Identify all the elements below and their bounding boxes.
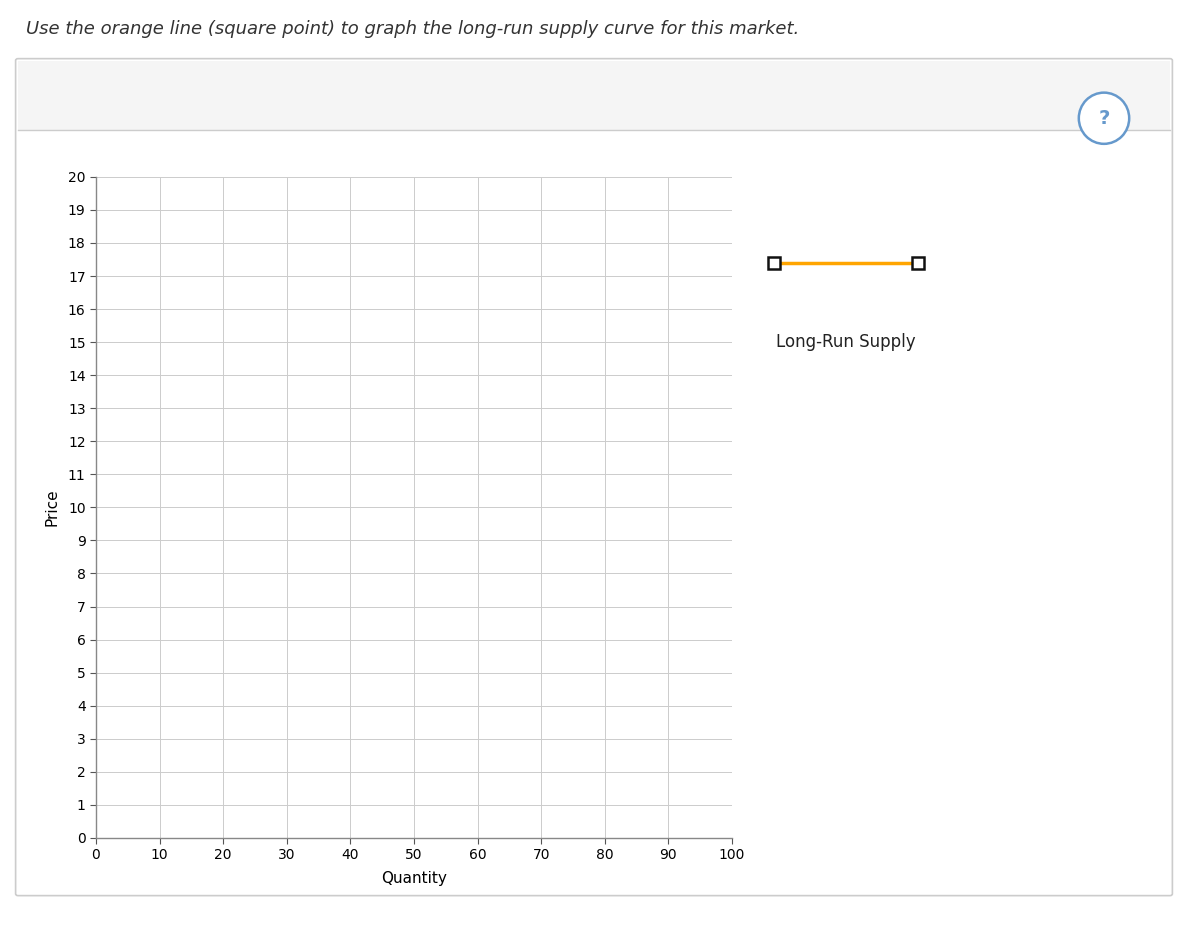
Text: Use the orange line (square point) to graph the long-run supply curve for this m: Use the orange line (square point) to gr… — [26, 20, 799, 38]
Y-axis label: Price: Price — [44, 489, 60, 526]
Text: Long-Run Supply: Long-Run Supply — [776, 333, 916, 351]
X-axis label: Quantity: Quantity — [382, 870, 446, 885]
Text: ?: ? — [1098, 109, 1110, 128]
